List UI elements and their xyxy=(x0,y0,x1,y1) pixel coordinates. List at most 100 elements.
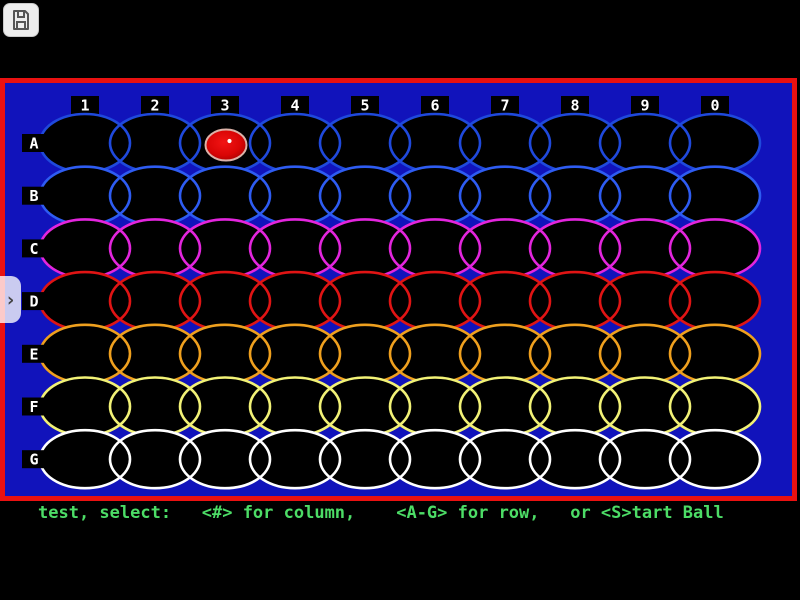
row-label: D xyxy=(29,293,38,311)
grid-cell-fill xyxy=(40,377,130,436)
grid-cell-fill xyxy=(250,377,340,436)
grid-cell-fill xyxy=(460,272,550,331)
column-header-box xyxy=(631,96,659,114)
grid-cell-fill xyxy=(670,272,760,331)
game-board: 1 2 3 4 5 6 7 8 9 0 A B C D E F G xyxy=(0,78,797,501)
grid-cell-fill xyxy=(670,377,760,436)
row-label: E xyxy=(29,345,38,363)
grid-cell-fill xyxy=(320,377,410,436)
grid-cell-fill xyxy=(110,166,200,225)
grid-cell-outline xyxy=(388,428,482,490)
grid-cell-fill xyxy=(180,377,270,436)
grid-cell-fill xyxy=(530,430,620,489)
grid-cell-outline xyxy=(528,428,622,490)
column-header-label: 6 xyxy=(430,97,439,115)
grid-cell-fill xyxy=(40,272,130,331)
grid-cell-fill xyxy=(670,219,760,278)
grid-cell-fill xyxy=(250,324,340,383)
grid-cell-fill xyxy=(250,272,340,331)
grid-cell-outline xyxy=(598,428,692,490)
column-header-box xyxy=(561,96,589,114)
grid-cell-fill xyxy=(600,430,690,489)
grid-cell-outline xyxy=(458,428,552,490)
grid-cell-fill xyxy=(40,114,130,172)
grid-cell-fill xyxy=(390,324,480,383)
grid-cell-fill xyxy=(600,114,690,172)
grid-cell-fill xyxy=(530,114,620,172)
column-header-box xyxy=(211,96,239,114)
grid-cell-fill xyxy=(110,430,200,489)
column-header-box xyxy=(71,96,99,114)
grid-cell-fill xyxy=(250,166,340,225)
column-header-label: 9 xyxy=(640,97,649,115)
grid-cell-fill xyxy=(320,324,410,383)
column-header-box xyxy=(421,96,449,114)
grid-cell-fill xyxy=(460,166,550,225)
column-header-box xyxy=(491,96,519,114)
column-header-label: 4 xyxy=(290,97,299,115)
save-icon xyxy=(13,10,29,30)
grid-cell-fill xyxy=(390,272,480,331)
grid-cell-outline xyxy=(318,428,412,490)
grid-cell-fill xyxy=(530,377,620,436)
grid-cell-fill xyxy=(460,114,550,172)
grid-cell-fill xyxy=(110,114,200,172)
grid-cell-fill xyxy=(250,430,340,489)
grid-cell-fill xyxy=(600,272,690,331)
row-label-box xyxy=(22,239,46,258)
grid-cell-outline xyxy=(668,428,762,490)
grid-cell-fill xyxy=(390,377,480,436)
grid-cell-fill xyxy=(600,377,690,436)
grid-cell-fill xyxy=(40,219,130,278)
row-label: G xyxy=(29,451,38,469)
row-label: C xyxy=(29,240,38,258)
grid-cell-fill xyxy=(390,430,480,489)
ball-highlight xyxy=(227,138,232,144)
row-label-box xyxy=(22,134,46,152)
save-button[interactable] xyxy=(3,3,39,37)
row-label-box xyxy=(22,292,46,311)
grid-cell-fill xyxy=(110,324,200,383)
grid-cell-fill xyxy=(110,377,200,436)
grid-cell-fill xyxy=(180,219,270,278)
grid-cell-fill xyxy=(670,324,760,383)
row-label-box xyxy=(22,344,46,363)
column-header-box xyxy=(141,96,169,114)
column-header-box xyxy=(351,96,379,114)
grid-cell-fill xyxy=(110,219,200,278)
grid-cell-fill xyxy=(250,219,340,278)
grid-cell-fill xyxy=(600,324,690,383)
grid-cell-fill xyxy=(180,166,270,225)
grid-cell-fill xyxy=(600,219,690,278)
grid-cell-fill xyxy=(530,166,620,225)
grid-cell-outline xyxy=(248,428,342,490)
chevron-right-icon: › xyxy=(4,288,17,311)
grid-cell-fill xyxy=(320,114,410,172)
status-prompt: test, select: <#> for column, <A-G> for … xyxy=(38,503,724,523)
column-header-label: 1 xyxy=(80,97,89,115)
grid-cell-fill xyxy=(530,219,620,278)
grid-cell-fill xyxy=(320,166,410,225)
row-label: F xyxy=(29,398,38,416)
column-header-label: 2 xyxy=(150,97,159,115)
sidebar-toggle[interactable]: › xyxy=(0,276,21,323)
column-header-label: 3 xyxy=(220,97,229,115)
grid-cell-fill xyxy=(390,219,480,278)
grid-cell-fill xyxy=(460,377,550,436)
grid-cell-fill xyxy=(390,114,480,172)
grid-cell-fill xyxy=(180,324,270,383)
grid-cell-fill xyxy=(250,114,340,172)
column-header-box xyxy=(701,96,729,114)
grid-cell-fill xyxy=(670,166,760,225)
grid-cell-fill xyxy=(110,272,200,331)
grid-cell-fill xyxy=(530,272,620,331)
grid-cell-fill xyxy=(460,430,550,489)
grid-cell-fill xyxy=(670,430,760,489)
grid-cell-fill xyxy=(530,324,620,383)
column-header-label: 7 xyxy=(500,97,509,115)
row-label-box xyxy=(22,450,46,469)
column-header-label: 5 xyxy=(360,97,369,115)
grid-cell-fill xyxy=(460,324,550,383)
board-grid: 1 2 3 4 5 6 7 8 9 0 A B C D E F G xyxy=(22,96,762,490)
row-label: A xyxy=(29,135,38,153)
